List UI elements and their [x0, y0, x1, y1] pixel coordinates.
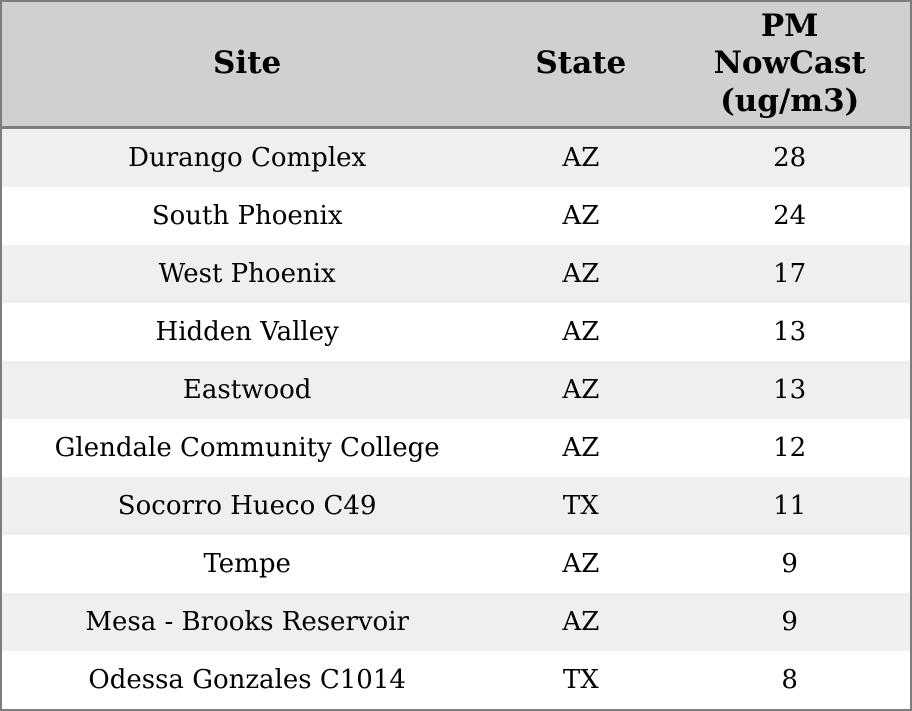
- cell-site: Eastwood: [182, 375, 312, 405]
- table-row: Eastwood AZ 13: [2, 361, 910, 419]
- cell-pm-nowcast: 9: [781, 549, 798, 579]
- cell-state: AZ: [562, 317, 600, 347]
- table-header-row: Site State PM NowCast (ug/m3): [2, 2, 910, 129]
- column-header-site: Site: [2, 2, 493, 129]
- cell-pm-nowcast: 9: [781, 607, 798, 637]
- table-row: Odessa Gonzales C1014 TX 8: [2, 651, 910, 709]
- table-row: South Phoenix AZ 24: [2, 187, 910, 245]
- cell-site: South Phoenix: [151, 201, 343, 231]
- column-header-state: State: [492, 2, 670, 129]
- cell-state: AZ: [562, 433, 600, 463]
- cell-state: AZ: [562, 607, 600, 637]
- cell-pm-nowcast: 24: [773, 201, 807, 231]
- cell-pm-nowcast: 13: [773, 317, 807, 347]
- cell-pm-nowcast: 8: [781, 665, 798, 695]
- cell-pm-nowcast: 11: [773, 491, 807, 521]
- cell-pm-nowcast: 12: [773, 433, 807, 463]
- table-row: Mesa - Brooks Reservoir AZ 9: [2, 593, 910, 651]
- table-row: Socorro Hueco C49 TX 11: [2, 477, 910, 535]
- cell-site: Odessa Gonzales C1014: [88, 665, 406, 695]
- cell-site: Tempe: [203, 549, 291, 579]
- cell-site: Glendale Community College: [54, 433, 440, 463]
- cell-state: AZ: [562, 375, 600, 405]
- cell-pm-nowcast: 28: [773, 143, 807, 173]
- cell-site: Durango Complex: [128, 143, 367, 173]
- column-header-pm-nowcast: PM NowCast (ug/m3): [669, 2, 910, 129]
- cell-site: West Phoenix: [158, 259, 336, 289]
- cell-state: TX: [562, 665, 599, 695]
- cell-pm-nowcast: 13: [773, 375, 807, 405]
- cell-state: AZ: [562, 549, 600, 579]
- cell-pm-nowcast: 17: [773, 259, 807, 289]
- cell-site: Hidden Valley: [155, 317, 339, 347]
- table-row: Tempe AZ 9: [2, 535, 910, 593]
- table-row: West Phoenix AZ 17: [2, 245, 910, 303]
- table-row: Hidden Valley AZ 13: [2, 303, 910, 361]
- cell-state: TX: [562, 491, 599, 521]
- cell-site: Mesa - Brooks Reservoir: [85, 607, 409, 637]
- cell-site: Socorro Hueco C49: [117, 491, 377, 521]
- table-row: Durango Complex AZ 28: [2, 129, 910, 187]
- cell-state: AZ: [562, 143, 600, 173]
- cell-state: AZ: [562, 259, 600, 289]
- cell-state: AZ: [562, 201, 600, 231]
- table-row: Glendale Community College AZ 12: [2, 419, 910, 477]
